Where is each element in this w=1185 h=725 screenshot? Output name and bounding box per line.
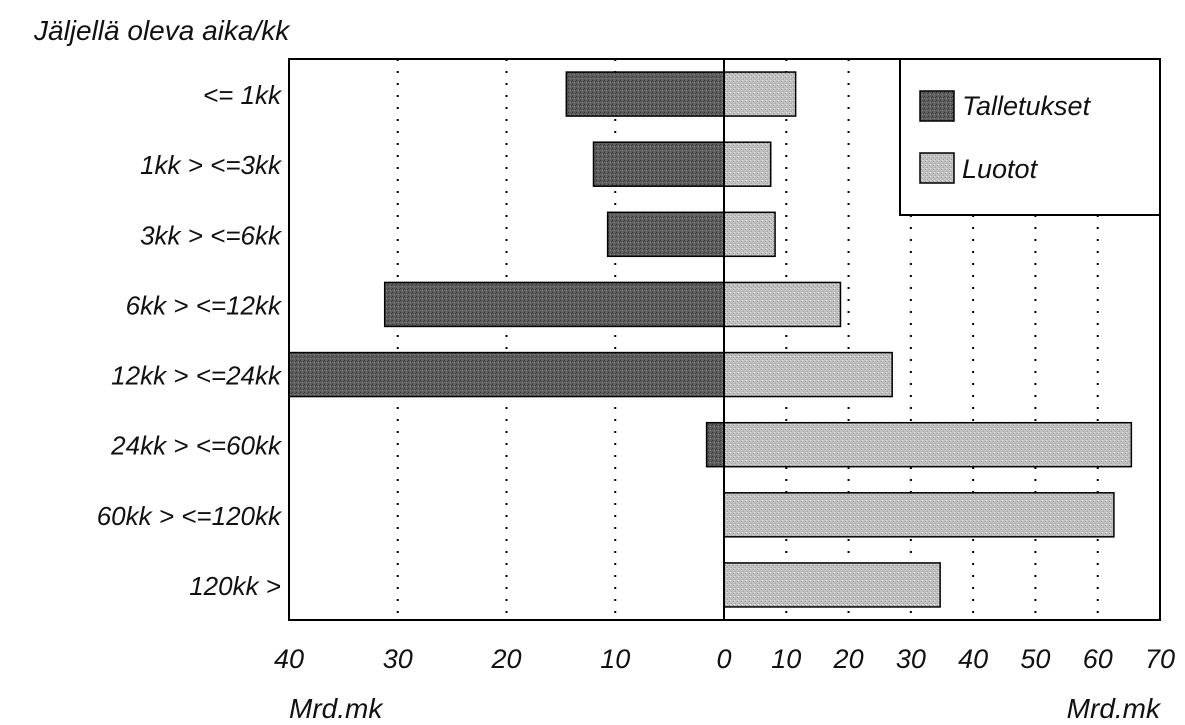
bar-talletukset-2 (606, 211, 725, 258)
category-label: 60kk > <=120kk (97, 501, 283, 531)
left-axis-ticks: 40 30 20 10 0 (274, 644, 732, 674)
bar-luotot-0 (723, 71, 797, 117)
category-label: 1kk > <=3kk (140, 150, 283, 180)
bar-luotot-1 (723, 141, 772, 187)
right-tick-label: 70 (1145, 644, 1175, 674)
category-labels: <= 1kk 1kk > <=3kk 3kk > <=6kk 6kk > <=12kk… (97, 80, 283, 601)
right-tick-label: 60 (1083, 644, 1113, 674)
right-tick-label: 30 (896, 644, 926, 674)
bar-talletukset-0 (565, 71, 725, 117)
bar-talletukset-1 (592, 141, 725, 187)
category-label: 6kk > <=12kk (126, 290, 283, 320)
right-tick-label: 20 (833, 644, 864, 674)
right-tick-label: 40 (958, 644, 988, 674)
bar-luotot-3 (723, 281, 842, 328)
left-tick-label: 30 (383, 644, 413, 674)
bar-talletukset-4 (288, 351, 725, 398)
bar-talletukset-3 (383, 281, 725, 328)
legend-swatch-talletukset (919, 90, 955, 122)
legend-swatch-luotot (919, 152, 955, 184)
right-tick-label: 50 (1020, 644, 1050, 674)
bar-luotot-5 (723, 421, 1133, 468)
right-tick-label: 10 (771, 644, 801, 674)
category-label: 12kk > <=24kk (111, 361, 283, 391)
chart-title: Jäljellä oleva aika/kk (33, 15, 291, 46)
legend: Talletukset Luotot (899, 58, 1161, 216)
legend-label-talletukset: Talletukset (962, 91, 1092, 121)
bar-luotot-2 (723, 211, 776, 258)
left-tick-label: 20 (490, 644, 521, 674)
right-axis-unit: Mrd.mk (1067, 693, 1162, 724)
category-label: 120kk > (189, 571, 281, 601)
left-tick-label: 0 (716, 644, 731, 674)
bar-luotot-6 (723, 492, 1115, 538)
left-tick-label: 40 (274, 644, 304, 674)
category-label: <= 1kk (203, 80, 283, 110)
legend-box (899, 58, 1161, 216)
legend-label-luotot: Luotot (962, 154, 1039, 184)
left-tick-label: 10 (600, 644, 630, 674)
bar-talletukset-5 (705, 421, 725, 468)
bar-luotot-4 (723, 351, 893, 398)
bar-luotot-7 (723, 562, 941, 608)
left-axis-unit: Mrd.mk (289, 693, 384, 724)
category-label: 3kk > <=6kk (140, 220, 283, 250)
bars (288, 71, 1133, 608)
category-label: 24kk > <=60kk (110, 431, 283, 461)
right-axis-ticks: 10 20 30 40 50 60 70 (771, 644, 1175, 674)
